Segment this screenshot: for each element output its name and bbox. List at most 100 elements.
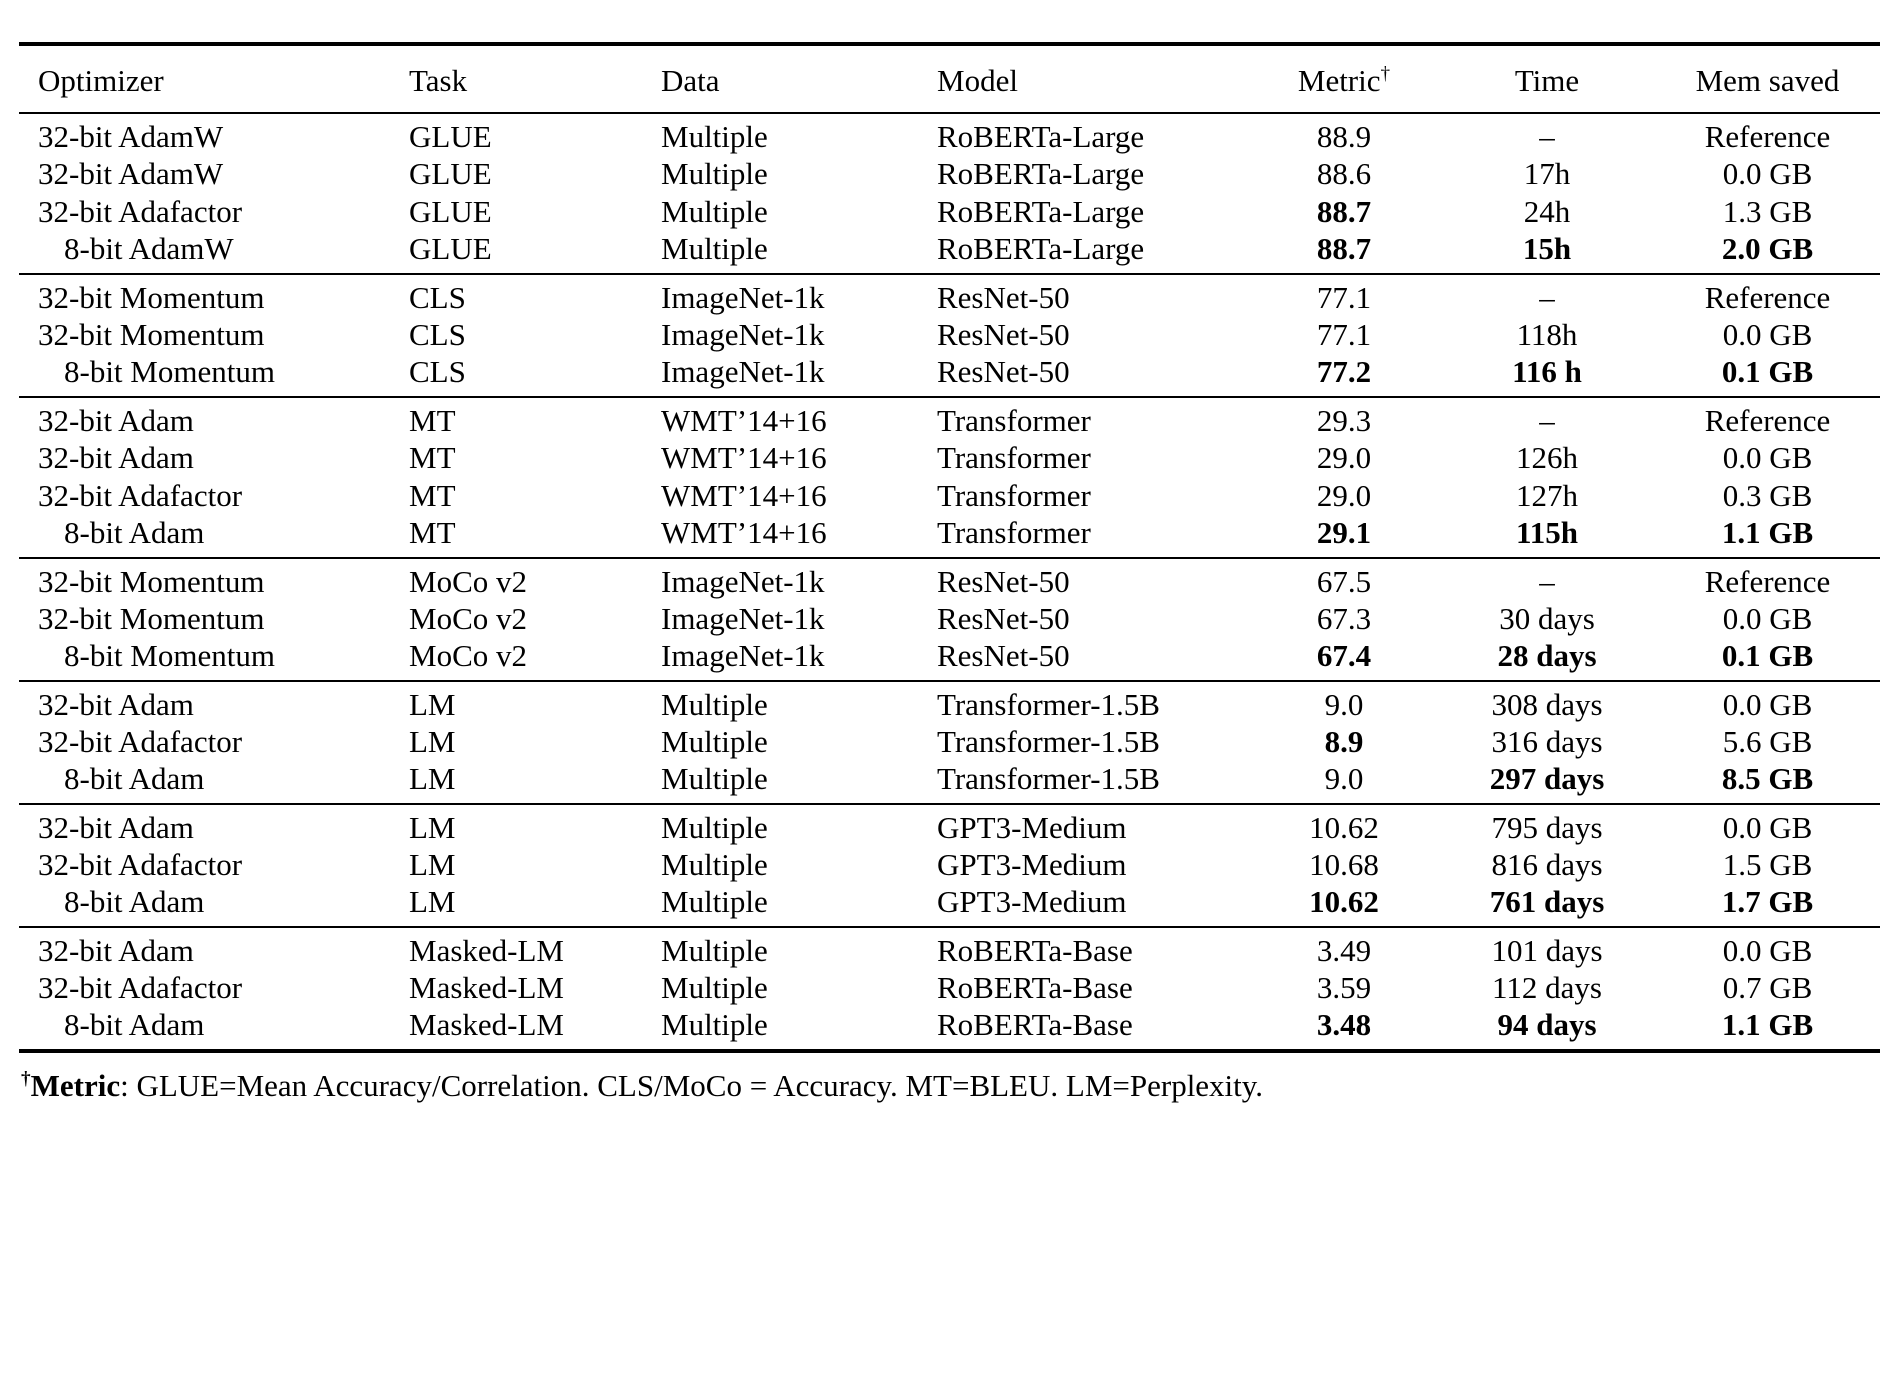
cell-data: Multiple — [661, 156, 768, 191]
cell-data: ImageNet-1k — [661, 638, 825, 673]
cell-metric: 8.9 — [1324, 724, 1364, 759]
table-row: 32-bit AdamW GLUE Multiple RoBERTa-Large 88.… — [19, 155, 1880, 193]
cell-data: Multiple — [661, 680, 937, 723]
cell-time: 316 days — [1491, 724, 1603, 759]
cell-optimizer: 32-bit Adafactor — [38, 194, 243, 229]
table-row: 8-bit Momentum MoCo v2 ImageNet-1k ResNet-5… — [19, 638, 1880, 681]
cell-model: ResNet-50 — [937, 601, 1070, 636]
cell-task: LM — [409, 724, 456, 759]
table-row: 32-bit Adafactor Masked-LM Multiple RoBERTa… — [19, 969, 1880, 1007]
column-header-model: Model — [937, 44, 1249, 114]
table-row: 32-bit Momentum CLS ImageNet-1k ResNet-50 77… — [19, 316, 1880, 354]
table-group: 32-bit AdamW GLUE Multiple RoBERTa-Large 88.… — [19, 112, 1880, 274]
cell-optimizer: 8-bit Adam — [64, 1007, 205, 1042]
cell-metric: 10.68 — [1309, 847, 1379, 882]
cell-metric: 29.0 — [1316, 440, 1372, 475]
cell-metric: 3.48 — [1316, 1007, 1372, 1042]
cell-metric: 77.1 — [1249, 273, 1439, 316]
column-header-data: Data — [661, 44, 937, 114]
cell-time: 15h — [1522, 231, 1572, 266]
cell-mem: 1.1 GB — [1721, 1007, 1814, 1042]
cell-task: CLS — [409, 354, 466, 389]
cell-model: Transformer — [937, 478, 1091, 513]
metric-header-label: Metric — [1297, 63, 1381, 98]
cell-mem: 1.5 GB — [1722, 847, 1813, 882]
cell-mem: 0.3 GB — [1722, 478, 1813, 513]
cell-optimizer: 32-bit Adafactor — [38, 724, 243, 759]
cell-model: RoBERTa-Base — [937, 970, 1133, 1005]
cell-task: MT — [409, 440, 456, 475]
cell-mem: 1.7 GB — [1721, 884, 1814, 919]
cell-model: GPT3-Medium — [937, 803, 1249, 846]
cell-model: RoBERTa-Base — [937, 926, 1249, 969]
cell-model: Transformer — [937, 515, 1091, 550]
table-group: 32-bit Adam MT WMT’14+16 Transformer 29.3– Re… — [19, 396, 1880, 558]
cell-metric: 88.7 — [1316, 194, 1372, 229]
table-row: 8-bit Adam MT WMT’14+16 Transformer 29.1 115h… — [19, 515, 1880, 558]
cell-time: 94 days — [1497, 1007, 1597, 1042]
cell-model: RoBERTa-Large — [937, 112, 1249, 155]
cell-mem: Reference — [1655, 396, 1880, 439]
cell-metric: 9.0 — [1249, 680, 1439, 723]
cell-task: MoCo v2 — [409, 557, 661, 600]
cell-time: 816 days — [1491, 847, 1603, 882]
table-row: 32-bit Adafactor LM Multiple GPT3-Medium 10.… — [19, 846, 1880, 884]
cell-model: RoBERTa-Base — [937, 1007, 1133, 1042]
cell-optimizer: 32-bit Momentum — [38, 601, 265, 636]
cell-optimizer: 32-bit Adam — [19, 396, 409, 439]
cell-mem: Reference — [1655, 557, 1880, 600]
cell-optimizer: 32-bit Adam — [19, 803, 409, 846]
table-group: 32-bit Adam LM Multiple Transformer-1.5B 9.0… — [19, 680, 1880, 804]
table-footnote: †Metric: GLUE=Mean Accuracy/Correlation.… — [21, 1068, 1898, 1104]
table-row: 32-bit Adafactor LM Multiple Transformer-1.… — [19, 723, 1880, 761]
cell-task: Masked-LM — [409, 926, 661, 969]
cell-optimizer: 8-bit Adam — [64, 515, 205, 550]
cell-time: 30 days — [1499, 601, 1595, 636]
cell-time: 24h — [1523, 194, 1571, 229]
cell-optimizer: 32-bit Momentum — [38, 317, 265, 352]
cell-task: GLUE — [409, 156, 492, 191]
cell-time: 101 days — [1439, 926, 1655, 969]
cell-optimizer: 32-bit Adam — [19, 926, 409, 969]
cell-data: WMT’14+16 — [661, 396, 937, 439]
cell-optimizer: 32-bit AdamW — [19, 112, 409, 155]
cell-data: WMT’14+16 — [661, 515, 827, 550]
cell-mem: 2.0 GB — [1721, 231, 1814, 266]
cell-time: 17h — [1523, 156, 1571, 191]
cell-task: LM — [409, 884, 456, 919]
cell-metric: 67.3 — [1316, 601, 1372, 636]
cell-task: Masked-LM — [409, 1007, 564, 1042]
header-row: Optimizer Task Data Model Metric† Time M… — [19, 44, 1880, 114]
table-row: 32-bit Adam LM Multiple GPT3-Medium 10.62 795… — [19, 803, 1880, 846]
column-header-mem-saved: Mem saved — [1655, 44, 1880, 114]
cell-metric: 10.62 — [1249, 803, 1439, 846]
cell-model: ResNet-50 — [937, 354, 1070, 389]
column-header-optimizer: Optimizer — [19, 44, 409, 114]
cell-mem: 0.0 GB — [1722, 317, 1813, 352]
table-group: 32-bit Adam Masked-LM Multiple RoBERTa-Base… — [19, 926, 1880, 1051]
cell-model: ResNet-50 — [937, 638, 1070, 673]
table-row: 32-bit Adam Masked-LM Multiple RoBERTa-Base… — [19, 926, 1880, 969]
cell-data: Multiple — [661, 231, 768, 266]
cell-model: ResNet-50 — [937, 273, 1249, 316]
table-row: 32-bit AdamW GLUE Multiple RoBERTa-Large 88.… — [19, 112, 1880, 155]
cell-metric: 29.0 — [1316, 478, 1372, 513]
cell-metric: 67.4 — [1316, 638, 1372, 673]
cell-optimizer: 32-bit Adam — [38, 440, 194, 475]
cell-data: WMT’14+16 — [661, 478, 827, 513]
cell-metric: 88.9 — [1249, 112, 1439, 155]
dagger-icon: † — [1380, 63, 1391, 85]
cell-metric: 29.3 — [1249, 396, 1439, 439]
cell-optimizer: 8-bit Momentum — [64, 638, 275, 673]
cell-data: Multiple — [661, 1007, 768, 1042]
cell-model: GPT3-Medium — [937, 847, 1127, 882]
cell-data: Multiple — [661, 112, 937, 155]
cell-data: Multiple — [661, 803, 937, 846]
cell-data: ImageNet-1k — [661, 354, 825, 389]
cell-data: ImageNet-1k — [661, 601, 825, 636]
cell-optimizer: 32-bit Adafactor — [38, 847, 243, 882]
cell-task: GLUE — [409, 112, 661, 155]
column-header-time: Time — [1439, 44, 1655, 114]
cell-optimizer: 32-bit Adafactor — [38, 970, 243, 1005]
